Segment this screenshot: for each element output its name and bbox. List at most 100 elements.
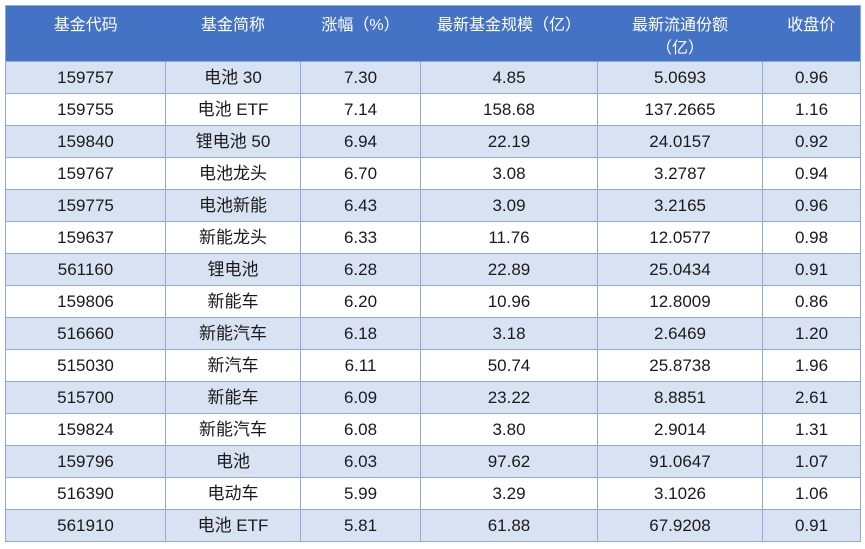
table-cell: 25.0434	[597, 253, 763, 286]
table-row: 516660 新能汽车 6.18 3.18 2.6469 1.20	[5, 317, 861, 350]
table-cell: 515030	[5, 349, 166, 382]
table-cell: 11.76	[420, 221, 598, 254]
table-row: 159824 新能汽车 6.08 3.80 2.9014 1.31	[5, 413, 861, 446]
table-cell: 电池 30	[165, 61, 301, 94]
table-cell: 137.2665	[597, 93, 763, 126]
table-cell: 6.20	[300, 285, 421, 318]
table-cell: 22.19	[420, 125, 598, 158]
table-cell: 0.96	[762, 189, 861, 222]
table-cell: 12.0577	[597, 221, 763, 254]
table-cell: 6.11	[300, 349, 421, 382]
table-cell: 6.94	[300, 125, 421, 158]
table-cell: 23.22	[420, 381, 598, 414]
table-cell: 6.08	[300, 413, 421, 446]
table-cell: 3.80	[420, 413, 598, 446]
column-header-5: 收盘价	[762, 5, 861, 62]
header-row: 基金代码 基金简称 涨幅（%） 最新基金规模（亿） 最新流通份额 （亿） 收盘价	[5, 5, 861, 62]
table-cell: 0.92	[762, 125, 861, 158]
table-cell: 5.0693	[597, 61, 763, 94]
table-cell: 3.1026	[597, 477, 763, 510]
table-cell: 1.16	[762, 93, 861, 126]
table-cell: 1.06	[762, 477, 861, 510]
table-cell: 159757	[5, 61, 166, 94]
table-cell: 6.18	[300, 317, 421, 350]
table-row: 561160 锂电池 6.28 22.89 25.0434 0.91	[5, 253, 861, 286]
table-body: 159757 电池 30 7.30 4.85 5.0693 0.96 159755 电池 ET…	[5, 61, 861, 542]
table-cell: 电池	[165, 445, 301, 478]
table-cell: 516660	[5, 317, 166, 350]
table-cell: 6.03	[300, 445, 421, 478]
table-cell: 61.88	[420, 509, 598, 542]
table-cell: 7.30	[300, 61, 421, 94]
column-header-0: 基金代码	[5, 5, 166, 62]
table-cell: 12.8009	[597, 285, 763, 318]
table-cell: 3.18	[420, 317, 598, 350]
table-cell: 7.14	[300, 93, 421, 126]
table-cell: 6.70	[300, 157, 421, 190]
table-row: 159767 电池龙头 6.70 3.08 3.2787 0.94	[5, 157, 861, 190]
table-cell: 0.86	[762, 285, 861, 318]
table-cell: 0.96	[762, 61, 861, 94]
table-cell: 159637	[5, 221, 166, 254]
table-cell: 24.0157	[597, 125, 763, 158]
table-row: 159757 电池 30 7.30 4.85 5.0693 0.96	[5, 61, 861, 94]
table-cell: 67.9208	[597, 509, 763, 542]
table-cell: 5.99	[300, 477, 421, 510]
table-row: 516390 电动车 5.99 3.29 3.1026 1.06	[5, 477, 861, 510]
table-cell: 515700	[5, 381, 166, 414]
table-cell: 25.8738	[597, 349, 763, 382]
table-cell: 91.0647	[597, 445, 763, 478]
table-cell: 1.96	[762, 349, 861, 382]
table-row: 159775 电池新能 6.43 3.09 3.2165 0.96	[5, 189, 861, 222]
table-cell: 5.81	[300, 509, 421, 542]
table-cell: 0.94	[762, 157, 861, 190]
table-cell: 22.89	[420, 253, 598, 286]
table-cell: 电动车	[165, 477, 301, 510]
table-cell: 561910	[5, 509, 166, 542]
column-header-2: 涨幅（%）	[300, 5, 421, 62]
fund-table: 基金代码 基金简称 涨幅（%） 最新基金规模（亿） 最新流通份额 （亿） 收盘价 1597…	[5, 5, 861, 542]
table-cell: 0.98	[762, 221, 861, 254]
table-cell: 6.28	[300, 253, 421, 286]
table-cell: 3.08	[420, 157, 598, 190]
column-header-4: 最新流通份额 （亿）	[597, 5, 763, 62]
table-cell: 6.43	[300, 189, 421, 222]
table-cell: 新能汽车	[165, 413, 301, 446]
table-cell: 新能车	[165, 381, 301, 414]
table-row: 159637 新能龙头 6.33 11.76 12.0577 0.98	[5, 221, 861, 254]
table-cell: 1.31	[762, 413, 861, 446]
table-cell: 2.6469	[597, 317, 763, 350]
table-cell: 561160	[5, 253, 166, 286]
table-cell: 电池龙头	[165, 157, 301, 190]
table-cell: 159806	[5, 285, 166, 318]
table-cell: 6.33	[300, 221, 421, 254]
table-cell: 6.09	[300, 381, 421, 414]
table-cell: 159755	[5, 93, 166, 126]
table-cell: 97.62	[420, 445, 598, 478]
table-row: 515700 新能车 6.09 23.22 8.8851 2.61	[5, 381, 861, 414]
fund-table-container: 基金代码 基金简称 涨幅（%） 最新基金规模（亿） 最新流通份额 （亿） 收盘价 1597…	[5, 5, 861, 542]
table-row: 159840 锂电池 50 6.94 22.19 24.0157 0.92	[5, 125, 861, 158]
table-cell: 2.61	[762, 381, 861, 414]
table-cell: 159775	[5, 189, 166, 222]
table-cell: 1.20	[762, 317, 861, 350]
table-cell: 50.74	[420, 349, 598, 382]
column-header-3: 最新基金规模（亿）	[420, 5, 598, 62]
table-cell: 158.68	[420, 93, 598, 126]
table-cell: 0.91	[762, 253, 861, 286]
table-cell: 新能龙头	[165, 221, 301, 254]
table-cell: 1.07	[762, 445, 861, 478]
table-cell: 电池 ETF	[165, 509, 301, 542]
table-cell: 516390	[5, 477, 166, 510]
table-cell: 159840	[5, 125, 166, 158]
table-cell: 锂电池 50	[165, 125, 301, 158]
table-cell: 锂电池	[165, 253, 301, 286]
table-cell: 3.2787	[597, 157, 763, 190]
table-cell: 3.2165	[597, 189, 763, 222]
table-row: 515030 新汽车 6.11 50.74 25.8738 1.96	[5, 349, 861, 382]
table-cell: 3.09	[420, 189, 598, 222]
table-row: 159806 新能车 6.20 10.96 12.8009 0.86	[5, 285, 861, 318]
table-cell: 159796	[5, 445, 166, 478]
table-row: 159796 电池 6.03 97.62 91.0647 1.07	[5, 445, 861, 478]
table-cell: 电池 ETF	[165, 93, 301, 126]
